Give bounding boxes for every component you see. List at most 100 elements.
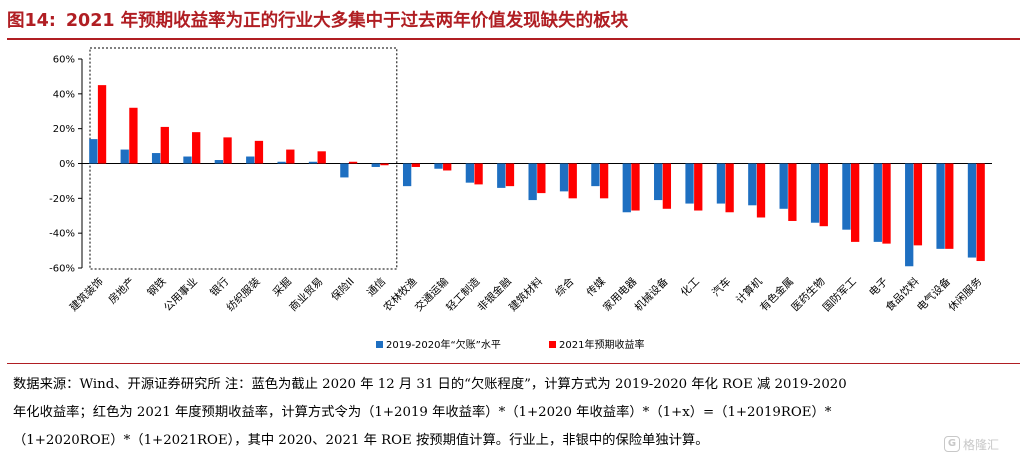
bar-expected-return: [945, 163, 954, 249]
bar-expected-return: [411, 163, 420, 167]
y-tick-label: 40%: [53, 89, 75, 100]
category-label: 综合: [552, 275, 576, 299]
bar-owed-level: [716, 163, 726, 204]
bar-owed-level: [434, 163, 443, 169]
bar-owed-level: [402, 163, 412, 187]
bar-owed-level: [183, 156, 192, 164]
bar-expected-return: [97, 85, 107, 164]
bar-expected-return: [694, 163, 703, 211]
y-tick-label: 60%: [53, 55, 75, 66]
category-label: 采掘: [270, 275, 294, 299]
category-label: 传媒: [584, 275, 608, 299]
bar-owed-level: [810, 163, 820, 223]
category-label: 通信: [365, 276, 388, 299]
watermark: G 格隆汇: [944, 432, 1024, 456]
bar-expected-return: [223, 137, 232, 164]
bar-expected-return: [348, 161, 358, 164]
category-label: 商业贸易: [287, 275, 326, 314]
bar-owed-level: [748, 163, 757, 206]
bar-owed-level: [779, 163, 788, 209]
bar-expected-return: [756, 163, 766, 218]
bar-owed-level: [905, 163, 914, 267]
bar-owed-level: [246, 156, 255, 164]
bar-expected-return: [913, 163, 923, 246]
bar-expected-return: [882, 163, 891, 244]
bar-expected-return: [850, 163, 860, 242]
figure-title: 2021 年预期收益率为正的行业大多集中于过去两年价值发现缺失的板块: [65, 11, 629, 31]
bar-expected-return: [725, 163, 734, 213]
bar-owed-level: [967, 163, 977, 258]
category-label: 休闲服务: [946, 275, 985, 314]
bar-owed-level: [559, 163, 569, 192]
category-label: 纺织服装: [224, 275, 263, 314]
bar-owed-level: [308, 161, 318, 164]
source-rule: [7, 363, 1020, 364]
bar-owed-level: [151, 153, 161, 164]
legend-label-owed-level: 2019-2020年“欠账”水平: [386, 338, 501, 351]
bar-expected-return: [286, 149, 295, 164]
bar-expected-return: [317, 151, 326, 164]
category-label: 汽车: [709, 275, 733, 299]
bar-expected-return: [537, 163, 546, 194]
watermark-text: 格隆汇: [963, 437, 1000, 452]
bar-owed-level: [89, 139, 98, 164]
y-tick-label: -40%: [49, 229, 75, 240]
category-label: 国防军工: [820, 275, 859, 314]
legend-label-expected-return: 2021年预期收益率: [559, 338, 644, 351]
category-label: 银行: [207, 275, 231, 299]
bar-expected-return: [474, 163, 483, 185]
bar-owed-level: [120, 149, 129, 164]
bar-owed-level: [371, 163, 380, 167]
title-rule: [7, 38, 1020, 40]
category-label: 农林牧渔: [381, 275, 420, 314]
bar-owed-level: [654, 163, 663, 201]
source-line-3: （1+2020ROE）*（1+2021ROE），其中 2020、2021 年 R…: [13, 433, 709, 448]
bar-expected-return: [568, 163, 577, 199]
bar-expected-return: [129, 107, 138, 164]
category-label: 机械设备: [632, 275, 671, 314]
figure-label: 图14:: [7, 11, 56, 31]
bar-expected-return: [380, 163, 389, 166]
category-label: 电子: [866, 275, 890, 299]
bar-expected-return: [662, 163, 672, 209]
category-label: 房地产: [106, 275, 137, 306]
bar-owed-level: [528, 163, 537, 201]
category-label: 公用事业: [161, 275, 200, 314]
bar-owed-level: [622, 163, 631, 213]
bar-expected-return: [631, 163, 640, 211]
bar-expected-return: [160, 126, 169, 164]
source-line-2: 年化收益率；红色为 2021 年度预期收益率，计算方式令为（1+2019 年收益…: [13, 405, 832, 420]
y-tick-label: -60%: [49, 264, 75, 275]
bar-owed-level: [465, 163, 475, 183]
bar-expected-return: [976, 163, 985, 262]
bar-owed-level: [497, 163, 506, 188]
category-label: 有色金属: [757, 275, 796, 314]
source-note: 数据来源：Wind、开源证券研究所 注：蓝色为截止 2020 年 12 月 31…: [13, 371, 1018, 455]
bar-expected-return: [254, 140, 264, 164]
category-label: 保险II: [328, 275, 356, 303]
bar-owed-level: [936, 163, 945, 249]
y-tick-label: -20%: [49, 194, 75, 205]
bar-owed-level: [685, 163, 694, 204]
category-label: 钢铁: [145, 275, 169, 299]
bar-owed-level: [340, 163, 349, 178]
category-label: 医药生物: [789, 275, 828, 314]
bar-expected-return: [443, 163, 452, 171]
bar-expected-return: [819, 163, 828, 227]
legend-swatch-red: [549, 341, 556, 348]
legend-swatch-blue: [376, 341, 383, 348]
y-tick-label: 20%: [53, 124, 75, 135]
bar-expected-return: [599, 163, 609, 199]
category-label: 建筑装饰: [67, 275, 106, 314]
watermark-logo-icon: G: [944, 436, 960, 452]
bar-owed-level: [591, 163, 600, 187]
bar-expected-return: [505, 163, 515, 187]
bar-expected-return: [192, 132, 201, 164]
bar-owed-level: [277, 161, 286, 164]
chart-title: 图14: 2021 年预期收益率为正的行业大多集中于过去两年价值发现缺失的板块: [7, 6, 1020, 40]
bar-owed-level: [214, 160, 224, 164]
bar-owed-level: [873, 163, 882, 242]
source-line-1: 数据来源：Wind、开源证券研究所 注：蓝色为截止 2020 年 12 月 31…: [13, 377, 847, 392]
category-label: 化工: [678, 275, 702, 299]
